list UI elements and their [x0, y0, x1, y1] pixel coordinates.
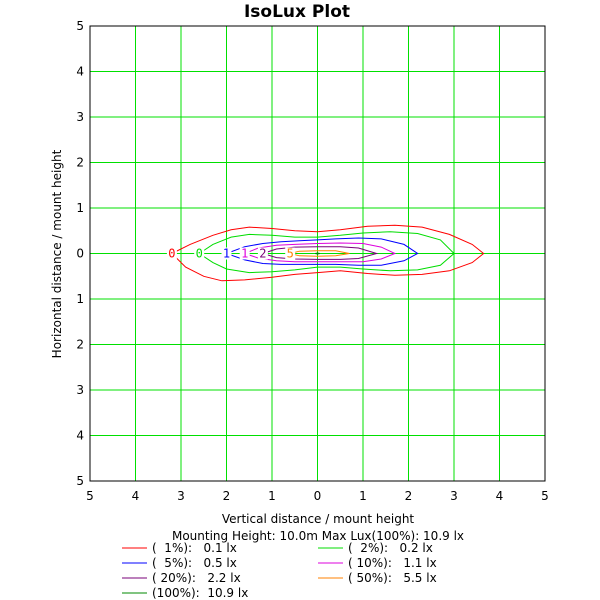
contour-line: [226, 237, 419, 266]
y-tick-label: 3: [76, 383, 84, 397]
x-tick-label: 0: [314, 489, 322, 503]
legend-entry: ( 2%): 0.2 lx: [348, 541, 433, 555]
y-tick-label: 5: [76, 19, 84, 33]
contour-label-bg: [285, 247, 296, 260]
y-tick-label: 4: [76, 429, 84, 443]
contour-label-bg: [257, 247, 268, 260]
x-tick-label: 5: [86, 489, 94, 503]
contour-label-bg: [221, 247, 232, 260]
x-tick-label: 3: [177, 489, 185, 503]
chart-title: IsoLux Plot: [244, 2, 350, 22]
contour-label: 2: [259, 247, 266, 261]
contour-label: 1: [223, 247, 230, 261]
y-tick-label: 4: [76, 65, 84, 79]
legend: ( 1%): 0.1 lx( 2%): 0.2 lx( 5%): 0.5 lx(…: [122, 541, 437, 600]
y-tick-label: 5: [76, 474, 84, 488]
x-tick-label: 4: [132, 489, 140, 503]
y-tick-label: 3: [76, 110, 84, 124]
contour-label-bg: [194, 247, 205, 260]
legend-entry: ( 20%): 2.2 lx: [152, 571, 241, 585]
y-axis-label: Horizontal distance / mount height: [50, 149, 64, 358]
contours: [171, 224, 485, 282]
y-tick-label: 1: [76, 292, 84, 306]
x-tick-labels: 5 4 3 2 1 0 1 2 3 4 5: [86, 489, 549, 503]
contour-label: 0: [196, 247, 203, 261]
contour-label: 1: [241, 247, 248, 261]
legend-entry: ( 1%): 0.1 lx: [152, 541, 237, 555]
y-tick-label: 2: [76, 338, 84, 352]
contour-line: [171, 224, 485, 282]
y-tick-label: 1: [76, 201, 84, 215]
plot-frame: [89, 25, 546, 482]
contour-label: 5: [287, 247, 294, 261]
y-tick-label: 0: [76, 247, 84, 261]
contour-line: [198, 231, 455, 274]
y-tick-label: 2: [76, 156, 84, 170]
contour-line: [244, 242, 397, 263]
contour-label-bg: [239, 247, 250, 260]
x-tick-label: 2: [223, 489, 231, 503]
mounting-info: Mounting Height: 10.0m Max Lux(100%): 10…: [172, 529, 464, 543]
contour-line: [290, 250, 350, 257]
x-axis-label: Vertical distance / mount height: [222, 512, 415, 526]
legend-entry: (100%): 10.9 lx: [152, 586, 248, 600]
contour-label-bg: [166, 247, 177, 260]
x-tick-label: 2: [405, 489, 413, 503]
legend-entry: ( 50%): 5.5 lx: [348, 571, 437, 585]
legend-entry: ( 10%): 1.1 lx: [348, 556, 437, 570]
x-tick-label: 3: [450, 489, 458, 503]
x-tick-label: 1: [359, 489, 367, 503]
y-tick-labels: 5 4 3 2 1 0 1 2 3 4 5: [76, 19, 84, 488]
contour-line: [315, 252, 320, 255]
legend-entry: ( 5%): 0.5 lx: [152, 556, 237, 570]
x-tick-label: 5: [541, 489, 549, 503]
x-tick-label: 1: [268, 489, 276, 503]
x-tick-label: 4: [496, 489, 504, 503]
contour-label: 0: [168, 247, 175, 261]
